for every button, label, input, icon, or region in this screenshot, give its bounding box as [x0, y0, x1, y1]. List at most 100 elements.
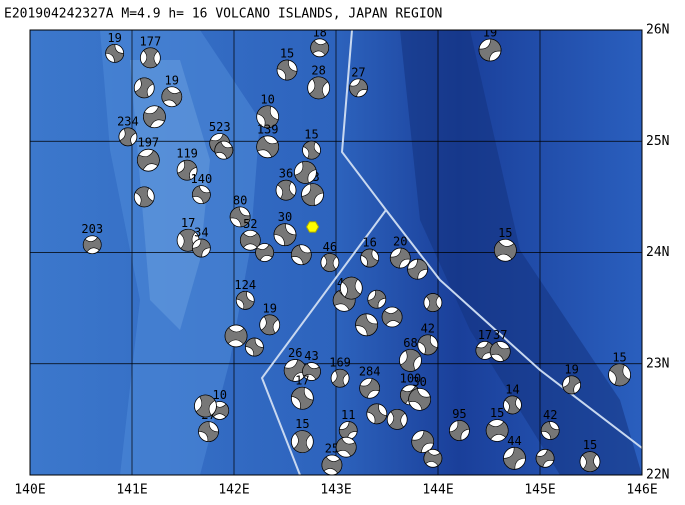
depth-label: 80 — [233, 193, 247, 207]
beachball-lobe — [240, 232, 261, 248]
depth-label: 177 — [140, 34, 162, 48]
depth-label: 25 — [325, 441, 339, 455]
beachball-lobe — [177, 159, 198, 181]
focal-mechanism — [330, 368, 350, 388]
focal-mechanism — [355, 313, 379, 337]
beachball-lobe — [291, 386, 314, 410]
focal-mechanism — [320, 253, 340, 272]
beachball-lobe — [423, 450, 443, 467]
focal-mechanism — [503, 446, 526, 470]
depth-label: 100 — [400, 371, 422, 385]
focal-mechanism — [133, 77, 155, 99]
focal-mechanism — [290, 244, 312, 266]
beachball-lobe — [381, 308, 403, 326]
depth-label: 28 — [311, 63, 325, 77]
beachball-lobe — [411, 430, 434, 453]
focal-mechanism — [191, 185, 211, 205]
depth-label: 284 — [359, 365, 381, 379]
focal-mechanism — [191, 238, 211, 258]
beachball-lobe — [195, 394, 216, 418]
focal-mechanism — [235, 290, 255, 310]
depth-label: 44 — [507, 434, 521, 448]
beachball-lobe — [260, 314, 279, 336]
focal-mechanism — [229, 206, 251, 228]
beachball-lobe — [293, 430, 312, 453]
beachball-lobe — [360, 248, 379, 268]
beachball-lobe — [134, 186, 154, 208]
beachball-lobe — [331, 368, 349, 388]
depth-label: 30 — [412, 375, 426, 389]
plate-boundaries — [260, 30, 642, 475]
focal-mechanism — [273, 223, 297, 247]
depth-label: 15 — [498, 226, 512, 240]
focal-mechanism — [302, 362, 321, 381]
beachball-lobe — [425, 293, 441, 312]
lat-label: 22N — [646, 468, 669, 483]
focal-mechanism — [485, 419, 509, 442]
beachball-lobe — [134, 77, 154, 99]
focal-mechanism — [408, 387, 432, 411]
focal-mechanism — [321, 454, 343, 475]
focal-mechanism — [276, 59, 298, 81]
beachball-lobe — [609, 363, 630, 387]
epicenter — [305, 221, 320, 233]
beachball-lobe — [494, 240, 517, 260]
focal-mechanism — [478, 38, 502, 62]
depth-label: 11 — [341, 408, 355, 422]
beachball-lobe — [256, 105, 279, 129]
depth-label: 36 — [279, 167, 293, 181]
lon-label: 143E — [320, 483, 351, 498]
beachball-lobe — [503, 447, 526, 470]
focal-mechanism — [335, 436, 357, 458]
depth-label: 15 — [304, 128, 318, 142]
beachball-lobe — [367, 289, 387, 309]
depth-label: 15 — [280, 47, 294, 61]
lon-label: 146E — [626, 483, 657, 498]
beachball-lobe — [341, 276, 361, 300]
graticule — [30, 30, 642, 475]
depth-label: 523 — [209, 120, 231, 134]
focal-mechanism — [310, 38, 330, 58]
lon-label: 145E — [524, 483, 555, 498]
beachball-lobe — [277, 179, 295, 201]
beachball-lobe — [119, 127, 137, 147]
focal-mechanism — [176, 159, 198, 181]
depth-label: 16 — [362, 236, 376, 250]
depth-label: 139 — [257, 122, 279, 136]
beachball-lobe — [562, 375, 581, 395]
beachball-lobe — [291, 244, 312, 265]
beachball-lobe — [388, 409, 406, 430]
beachball-lobe — [400, 349, 421, 372]
ridge-crest — [130, 60, 210, 330]
depth-label: 42 — [543, 408, 557, 422]
depth-label: 68 — [403, 336, 417, 350]
beachball-lobe — [302, 140, 321, 160]
focal-mechanism — [136, 148, 160, 172]
depth-label: 10 — [212, 388, 226, 402]
beachball-lobe — [229, 206, 251, 228]
depth-label: 43 — [304, 349, 318, 363]
focal-mechanism — [302, 140, 321, 160]
beachball-lobe — [449, 420, 470, 441]
beachball-lobe — [359, 378, 380, 399]
beachball-lobe — [192, 185, 211, 204]
focal-mechanism — [275, 179, 297, 201]
focal-mechanism — [475, 340, 495, 360]
depth-label: 17 — [295, 374, 309, 388]
beachball-lobe — [142, 47, 159, 69]
beachball-lobe — [504, 395, 521, 415]
depth-label: 30 — [278, 210, 292, 224]
focal-mechanism — [139, 47, 161, 69]
focal-mechanism — [161, 86, 183, 108]
beachball-lobe — [349, 78, 368, 98]
focal-mechanism — [255, 243, 275, 262]
beachball-lobe — [294, 161, 317, 184]
focal-mechanism — [82, 235, 102, 255]
focal-mechanism — [143, 105, 166, 129]
map-area: 19 177 19 18 15 28 27 19 10 234 523 139 15 119 197 140 3… — [30, 30, 642, 475]
focal-mechanism — [417, 334, 439, 356]
depth-label: 37 — [493, 328, 507, 342]
focal-mechanism — [366, 403, 388, 425]
depth-label: 15 — [295, 417, 309, 431]
depth-label: 46 — [323, 240, 337, 254]
